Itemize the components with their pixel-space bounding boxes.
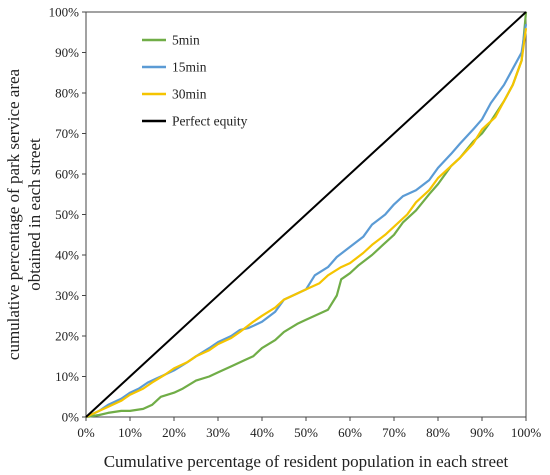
y-tick-label: 30%	[55, 288, 79, 303]
legend-label: 5min	[172, 33, 200, 48]
x-tick-label: 0%	[77, 425, 95, 440]
x-axis-title: Cumulative percentage of resident popula…	[104, 452, 509, 471]
x-tick-label: 60%	[338, 425, 362, 440]
series-line-perfect-equity	[85, 11, 527, 418]
x-tick-label: 50%	[294, 425, 318, 440]
y-tick-label: 100%	[49, 5, 80, 20]
x-tick-label: 30%	[206, 425, 230, 440]
legend-label: 30min	[172, 87, 207, 102]
y-axis-title-line-1: cumulative percentage of park service ar…	[4, 68, 23, 360]
y-axis: 0% 10% 20% 30% 40% 50% 60% 70% 80% 90% 100%	[49, 5, 86, 425]
x-tick-label: 80%	[426, 425, 450, 440]
x-axis: 0% 10% 20% 30% 40% 50% 60% 70% 80% 90% 100%	[77, 417, 541, 440]
x-tick-label: 70%	[382, 425, 406, 440]
series-line-30min	[85, 28, 528, 418]
x-tick-label: 20%	[162, 425, 186, 440]
y-tick-label: 50%	[55, 207, 79, 222]
x-tick-label: 10%	[118, 425, 142, 440]
y-tick-label: 80%	[55, 86, 79, 101]
legend: 5min 15min 30min Perfect equity	[142, 33, 248, 129]
y-tick-label: 60%	[55, 167, 79, 182]
y-tick-label: 20%	[55, 329, 79, 344]
legend-label: Perfect equity	[172, 114, 248, 129]
y-axis-title-2: obtained in each street	[25, 138, 44, 291]
series-layer	[85, 11, 528, 419]
legend-label: 15min	[172, 60, 207, 75]
x-tick-label: 90%	[470, 425, 494, 440]
y-tick-label: 0%	[62, 410, 80, 425]
x-tick-label: 100%	[511, 425, 542, 440]
y-tick-label: 70%	[55, 126, 79, 141]
x-tick-label: 40%	[250, 425, 274, 440]
y-tick-label: 90%	[55, 45, 79, 60]
y-axis-title: cumulative percentage of park service ar…	[4, 68, 23, 360]
y-axis-title-line-2: obtained in each street	[25, 138, 44, 291]
y-tick-label: 10%	[55, 369, 79, 384]
y-tick-label: 40%	[55, 248, 79, 263]
